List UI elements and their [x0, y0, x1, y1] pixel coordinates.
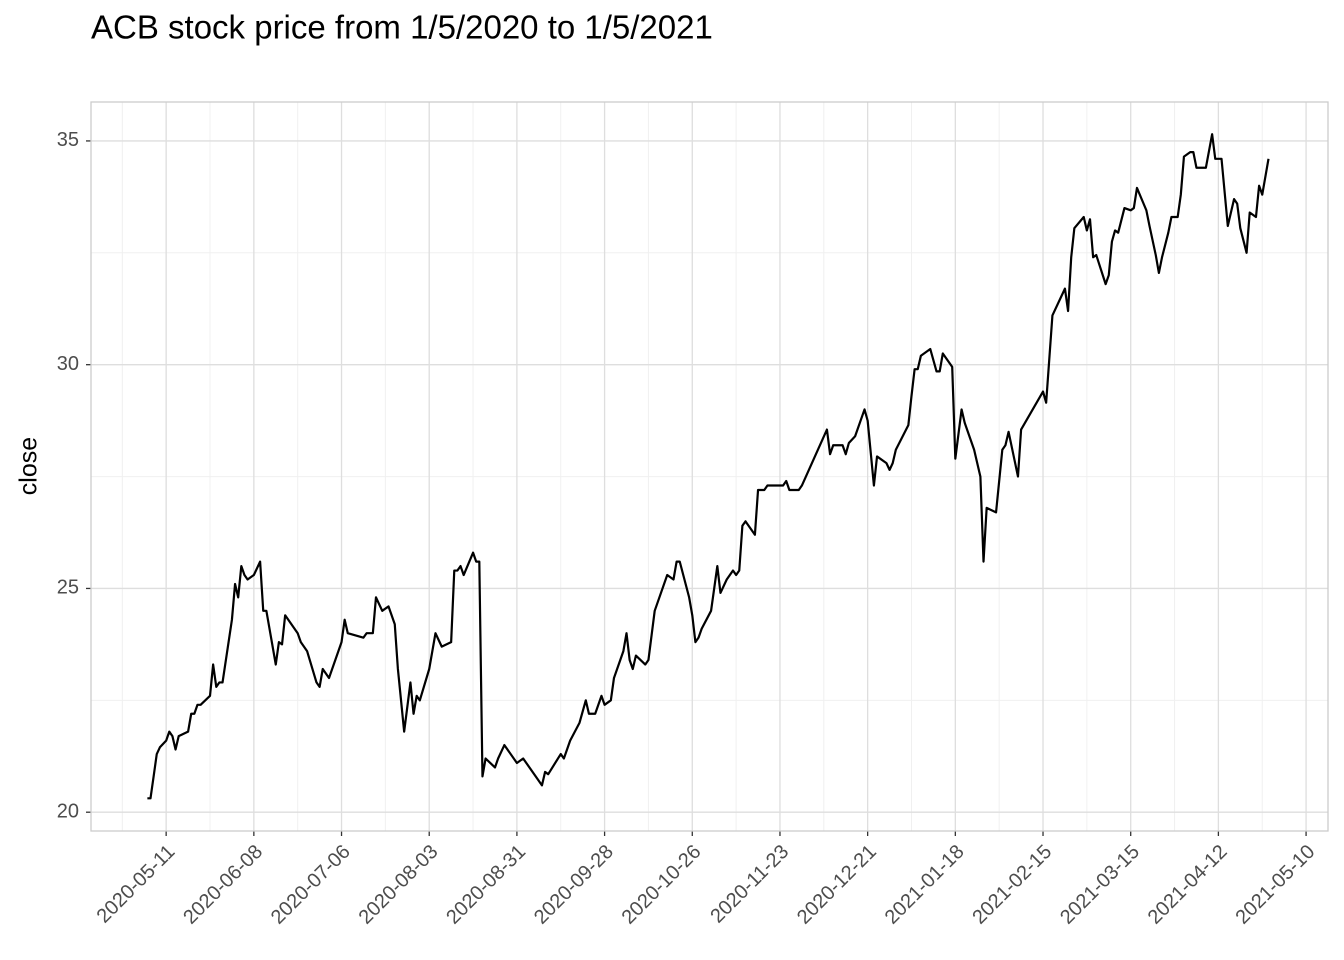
y-tick-label: 25: [57, 577, 79, 599]
x-tick-label: 2021-04-12: [1144, 841, 1232, 929]
x-tick-label: 2020-09-28: [530, 841, 618, 929]
chart-title: ACB stock price from 1/5/2020 to 1/5/202…: [91, 9, 713, 46]
x-tick-label: 2020-06-08: [179, 841, 267, 929]
y-tick-label: 35: [57, 129, 79, 151]
x-tick-label: 2020-12-21: [793, 841, 881, 929]
x-tick-label: 2021-02-15: [968, 841, 1056, 929]
y-axis-label: close: [15, 437, 43, 495]
x-tick-label: 2020-10-26: [618, 841, 706, 929]
price-line: [147, 133, 1270, 800]
y-tick-label: 30: [57, 353, 79, 375]
x-tick-label: 2020-05-11: [93, 841, 180, 928]
x-tick-label: 2020-08-03: [355, 841, 443, 929]
x-tick-label: 2021-03-15: [1056, 841, 1144, 929]
x-tick-label: 2021-01-18: [881, 841, 969, 929]
x-tick-label: 2020-07-06: [267, 841, 355, 929]
x-tick-label: 2020-08-31: [442, 841, 530, 929]
x-tick-label: 2020-11-23: [706, 841, 793, 928]
x-tick-label: 2021-05-10: [1231, 841, 1319, 929]
y-tick-label: 20: [57, 800, 79, 822]
plot-border: [90, 101, 1329, 832]
